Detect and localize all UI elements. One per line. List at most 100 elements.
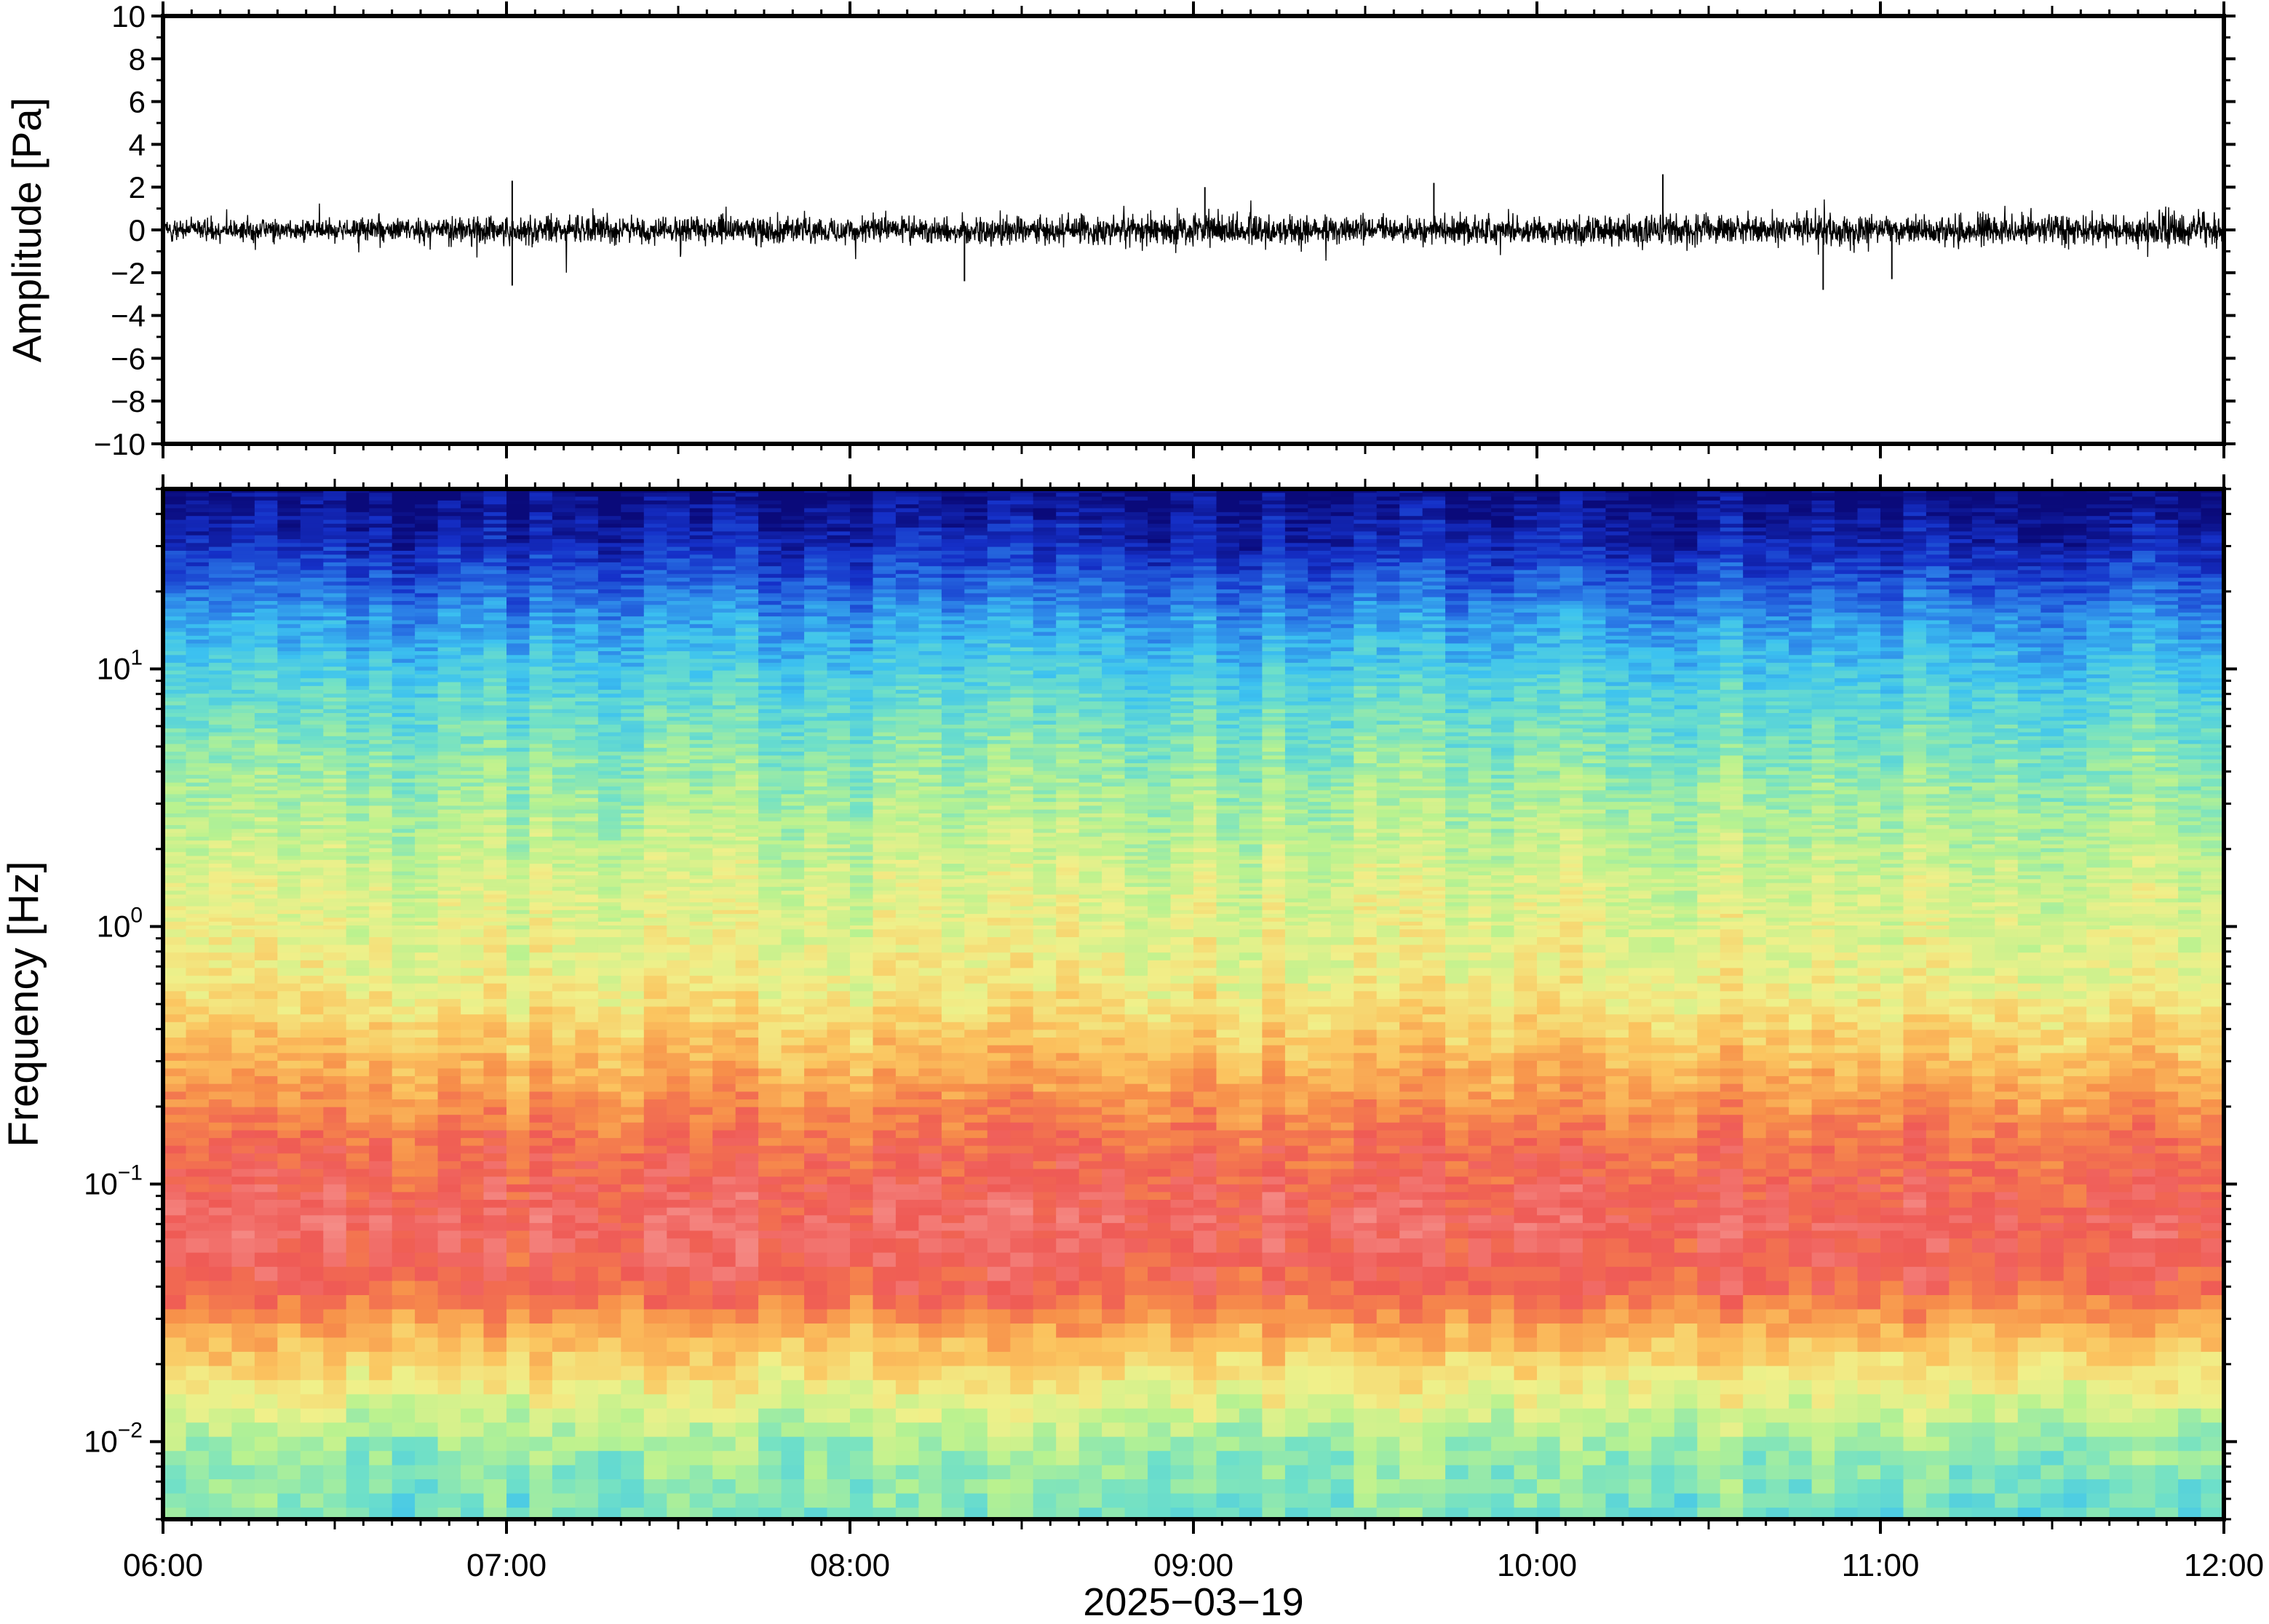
spectrogram-cell <box>163 752 187 757</box>
spectrogram-cell <box>735 523 759 528</box>
spectrogram-cell <box>415 713 439 718</box>
spectrogram-cell <box>231 585 255 590</box>
spectrogram-cell <box>758 817 782 822</box>
spectrogram-cell <box>415 531 439 536</box>
spectrogram-cell <box>254 998 279 1008</box>
spectrogram-cell <box>186 1045 210 1054</box>
spectrogram-cell <box>667 755 691 760</box>
spectrogram-cell <box>415 566 439 571</box>
spectrogram-cell <box>231 909 255 915</box>
spectrogram-cell <box>346 774 370 779</box>
spectrogram-cell <box>643 747 668 752</box>
spectrogram-cell <box>186 1053 210 1062</box>
spectrogram-cell <box>231 1107 255 1115</box>
spectrogram-cell <box>597 570 622 575</box>
spectrogram-cell <box>300 543 325 548</box>
spectrogram-cell <box>735 1200 759 1209</box>
spectrogram-cell <box>163 709 187 714</box>
spectrogram-cell <box>667 512 691 517</box>
spectrogram-cell <box>346 859 370 864</box>
spectrogram-cell <box>735 886 759 891</box>
spectrogram-cell <box>277 736 301 741</box>
spectrogram-cell <box>346 581 370 586</box>
spectrogram-cell <box>506 605 531 610</box>
spectrogram-cell <box>231 763 255 768</box>
spectrogram-cell <box>483 628 507 633</box>
spectrogram-cell <box>461 1068 485 1077</box>
spectrogram-cell <box>758 894 782 899</box>
spectrogram-cell <box>415 875 439 880</box>
spectrogram-cell <box>254 1184 279 1193</box>
spectrogram-cell <box>758 763 782 768</box>
spectrogram-cell <box>277 779 301 784</box>
spectrogram-cell <box>231 1145 255 1155</box>
spectrogram-cell <box>461 554 485 560</box>
spectrogram-cell <box>506 562 531 567</box>
spectrogram-cell <box>300 1130 325 1139</box>
spectrogram-cell <box>461 848 485 853</box>
spectrogram-cell <box>208 744 233 749</box>
spectrogram-cell <box>689 709 713 714</box>
spectrogram-cell <box>186 1076 210 1085</box>
spectrogram-cell <box>163 968 187 976</box>
spectrogram-cell <box>208 566 233 571</box>
spectrogram-cell <box>758 1076 782 1085</box>
spectrogram-cell <box>254 918 279 923</box>
spectrogram-cell <box>277 755 301 760</box>
spectrogram-cell <box>231 1030 255 1038</box>
spectrogram-cell <box>735 528 759 533</box>
spectrogram-cell <box>369 1281 393 1296</box>
spectrogram-cell <box>712 1366 736 1381</box>
spectrogram-cell <box>758 782 782 787</box>
spectrogram-cell <box>186 1091 210 1100</box>
spectrogram-cell <box>323 566 347 571</box>
spectrogram-cell <box>300 1030 325 1038</box>
spectrogram-cell <box>758 1230 782 1239</box>
spectrogram-cell <box>346 531 370 536</box>
spectrogram-cell <box>735 1366 759 1381</box>
spectrogram-cell <box>552 736 576 741</box>
spectrogram-cell <box>231 1351 255 1367</box>
spectrogram-cell <box>415 546 439 552</box>
spectrogram-cell <box>369 655 393 660</box>
spectrogram-cell <box>208 690 233 695</box>
spectrogram-cell <box>621 1351 645 1367</box>
spectrogram-cell <box>758 581 782 586</box>
spectrogram-cell <box>186 616 210 621</box>
spectrogram-cell <box>254 539 279 544</box>
spectrogram-cell <box>597 713 622 718</box>
spectrogram-cell <box>277 767 301 772</box>
spectrogram-cell <box>621 902 645 907</box>
spectrogram-cell <box>186 724 210 729</box>
spectrogram-cell <box>392 1380 416 1396</box>
spectrogram-cell <box>300 1252 325 1267</box>
spectrogram-cell <box>781 763 805 768</box>
spectrogram-cell <box>552 1060 576 1070</box>
spectrogram-cell <box>254 926 279 931</box>
spectrogram-cell <box>208 528 233 533</box>
spectrogram-cell <box>689 666 713 672</box>
spectrogram-cell <box>163 705 187 710</box>
spectrogram-cell <box>186 1184 210 1193</box>
spectrogram-cell <box>621 640 645 645</box>
spectrogram-cell <box>461 755 485 760</box>
spectrogram-cell <box>712 809 736 814</box>
spectrogram-cell <box>346 628 370 633</box>
spectrogram-cell <box>277 879 301 884</box>
spectrogram-cell <box>369 794 393 799</box>
spectrogram-cell <box>461 589 485 594</box>
spectrogram-cell <box>323 1107 347 1115</box>
spectrogram-cell <box>597 875 622 880</box>
spectrogram-cell <box>346 724 370 729</box>
spectrogram-cell <box>529 871 553 876</box>
spectrogram-cell <box>369 976 393 984</box>
spectrogram-cell <box>735 909 759 915</box>
spectrogram-cell <box>231 859 255 864</box>
spectrogram-cell <box>483 612 507 617</box>
spectrogram-cell <box>437 512 461 517</box>
spectrogram-cell <box>300 651 325 656</box>
spectrogram-cell <box>735 562 759 567</box>
spectrogram-cell <box>575 1060 599 1070</box>
spectrogram-cell <box>163 520 187 525</box>
